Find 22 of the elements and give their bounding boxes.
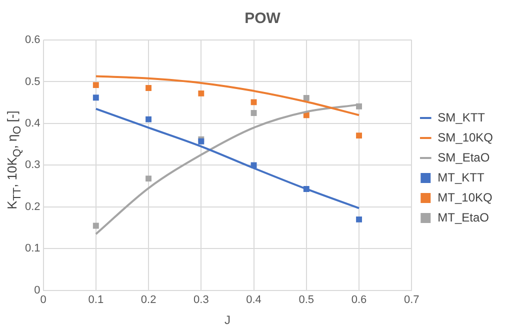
y-tick-label: 0.5 <box>24 76 40 88</box>
legend-label: MT_KTT <box>438 170 485 184</box>
y-tick-label: 0.6 <box>24 34 40 46</box>
y-tick-label: 0 <box>34 284 40 296</box>
y-tick-label: 0.3 <box>24 159 40 172</box>
y-tick-label: 0.2 <box>24 200 40 213</box>
legend-label: SM_EtaO <box>438 150 490 164</box>
x-tick-label: 0.7 <box>404 294 420 306</box>
chart-title: POW <box>244 10 282 28</box>
x-tick-label: 0.5 <box>298 294 314 306</box>
x-tick-label: 0.3 <box>194 294 209 306</box>
x-axis-title: J <box>224 313 230 328</box>
x-tick-label: 0.1 <box>88 294 104 306</box>
legend-label: SM_KTT <box>438 110 486 124</box>
x-tick-label: 0.6 <box>351 294 367 306</box>
y-tick-label: 0.1 <box>24 242 40 255</box>
y-tick-label: 0.4 <box>24 118 40 130</box>
x-tick-label: 0.4 <box>246 294 262 306</box>
x-tick-label: 0.2 <box>140 294 156 306</box>
legend-label: SM_10KQ <box>438 130 493 144</box>
legend-label: MT_10KQ <box>438 190 492 204</box>
legend-label: MT_EtaO <box>438 210 489 224</box>
